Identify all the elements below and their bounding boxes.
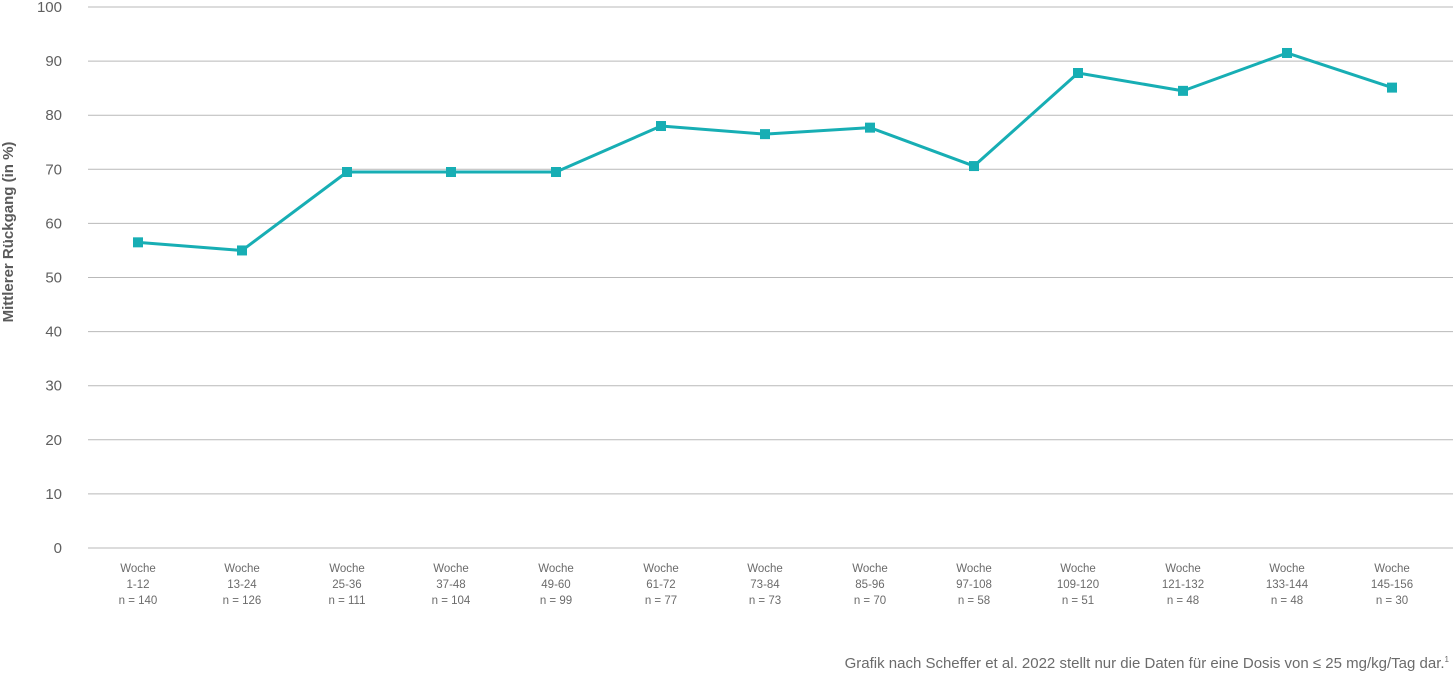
x-tick-label: Woche 85-96 n = 70	[852, 563, 888, 607]
y-tick-label: 70	[45, 161, 62, 178]
y-axis-label: Mittlerer Rückgang (in %)	[0, 142, 17, 323]
x-tick-label: Woche 121-132 n = 48	[1162, 563, 1204, 607]
data-point	[1282, 47, 1292, 58]
data-point	[969, 161, 979, 172]
data-point	[1387, 82, 1397, 93]
data-point	[551, 167, 561, 178]
y-tick-label: 50	[45, 270, 62, 287]
y-tick-label: 40	[45, 324, 62, 341]
y-tick-label: 20	[45, 432, 62, 449]
data-point	[656, 121, 666, 132]
line-chart: 0 10 20 30 40 50 60 70 80 90 100 Mittlerer Rückgan…	[0, 0, 1453, 607]
x-tick-label: Woche 97-108 n = 58	[956, 563, 992, 607]
y-tick-label: 90	[45, 53, 62, 70]
series-line	[137, 51, 1393, 252]
data-point	[237, 245, 247, 256]
data-point	[865, 122, 875, 133]
y-tick-label: 100	[37, 0, 62, 16]
data-point	[133, 237, 143, 248]
x-tick-label: Woche 37-48 n = 104	[432, 563, 471, 607]
x-tick-label: Woche 25-36 n = 111	[329, 563, 366, 607]
footnote-text: Grafik nach Scheffer et al. 2022 stellt …	[844, 655, 1445, 672]
gridlines	[88, 6, 1453, 549]
data-points	[133, 47, 1397, 256]
x-tick-label: Woche 61-72 n = 77	[643, 563, 679, 607]
x-tick-label: Woche 1-12 n = 140	[119, 563, 158, 607]
x-tick-label: Woche 109-120 n = 51	[1057, 563, 1099, 607]
data-point	[1178, 85, 1188, 96]
data-point	[760, 129, 770, 140]
x-axis-ticks: Woche 1-12 n = 140 Woche 13-24 n = 126 Woche 25…	[119, 563, 1413, 607]
y-tick-label: 0	[54, 540, 62, 557]
y-tick-label: 30	[45, 378, 62, 395]
x-tick-label: Woche 49-60 n = 99	[538, 563, 574, 607]
x-tick-label: Woche 13-24 n = 126	[223, 563, 262, 607]
footnote: Grafik nach Scheffer et al. 2022 stellt …	[845, 655, 1449, 672]
x-tick-label: Woche 133-144 n = 48	[1266, 563, 1309, 607]
data-point	[1073, 68, 1083, 79]
y-tick-label: 60	[45, 215, 62, 232]
data-point	[446, 167, 456, 178]
y-tick-label: 10	[45, 486, 62, 503]
footnote-ref: 1	[1444, 655, 1449, 664]
data-point	[342, 167, 352, 178]
x-tick-label: Woche 73-84 n = 73	[747, 563, 783, 607]
x-tick-label: Woche 145-156 n = 30	[1371, 563, 1413, 607]
y-tick-label: 80	[45, 107, 62, 124]
y-axis-ticks: 0 10 20 30 40 50 60 70 80 90 100	[37, 0, 62, 557]
